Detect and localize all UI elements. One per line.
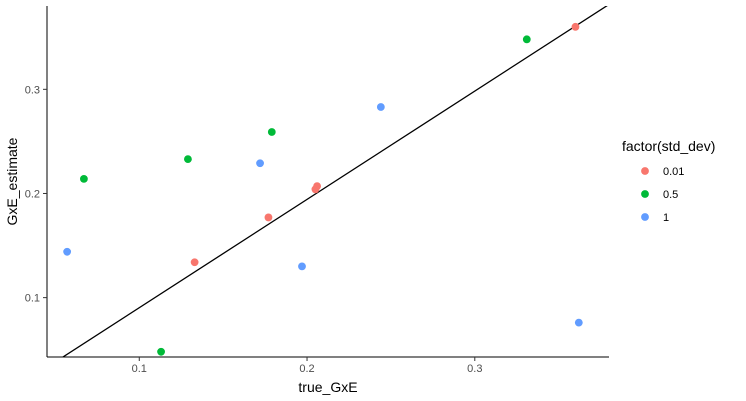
data-point-series-3-point-1 bbox=[63, 247, 72, 256]
data-point-series-2-point-2 bbox=[157, 347, 165, 356]
y-axis: 0.1 0.2 0.3 bbox=[25, 6, 48, 357]
data-point-series-3-point-3 bbox=[298, 262, 306, 271]
data-point-series-2-point-1 bbox=[80, 174, 88, 183]
data-point-series-3-point-2 bbox=[256, 159, 264, 168]
legend-label-1: 0.01 bbox=[663, 166, 684, 178]
reference-line bbox=[61, 6, 608, 357]
data-point-series-2-point-5 bbox=[522, 35, 531, 44]
legend-key-1 bbox=[641, 167, 649, 175]
legend-items: 0.01 0.5 1 bbox=[641, 166, 684, 224]
y-tick-label: 0.1 bbox=[25, 293, 40, 305]
y-tick-label: 0.2 bbox=[25, 188, 40, 200]
x-axis: 0.1 0.2 0.3 bbox=[47, 356, 609, 375]
data-point-series-3-point-5 bbox=[574, 318, 583, 327]
reference-line-layer bbox=[61, 6, 608, 357]
data-point-series-1-point-5 bbox=[571, 22, 580, 31]
y-tick-label: 0.3 bbox=[25, 84, 40, 96]
legend-key-3 bbox=[641, 213, 649, 221]
y-axis-title: GxE_estimate bbox=[4, 137, 20, 225]
data-point-series-1-point-4 bbox=[313, 182, 321, 191]
points-layer bbox=[63, 22, 583, 356]
data-point-series-1-point-1 bbox=[190, 258, 199, 267]
data-point-series-1-point-2 bbox=[264, 213, 273, 222]
legend-title: factor(std_dev) bbox=[622, 138, 715, 154]
legend: factor(std_dev) 0.01 0.5 1 bbox=[622, 138, 715, 224]
legend-key-2 bbox=[641, 190, 649, 198]
data-point-series-3-point-4 bbox=[376, 103, 385, 111]
data-point-series-2-point-4 bbox=[267, 128, 276, 136]
x-tick-label: 0.3 bbox=[467, 363, 482, 375]
x-axis-title: true_GxE bbox=[298, 379, 357, 395]
legend-label-2: 0.5 bbox=[663, 189, 678, 201]
data-point-series-2-point-3 bbox=[184, 155, 192, 164]
x-tick-label: 0.2 bbox=[299, 363, 314, 375]
legend-label-3: 1 bbox=[663, 212, 669, 224]
x-tick-label: 0.1 bbox=[132, 363, 147, 375]
